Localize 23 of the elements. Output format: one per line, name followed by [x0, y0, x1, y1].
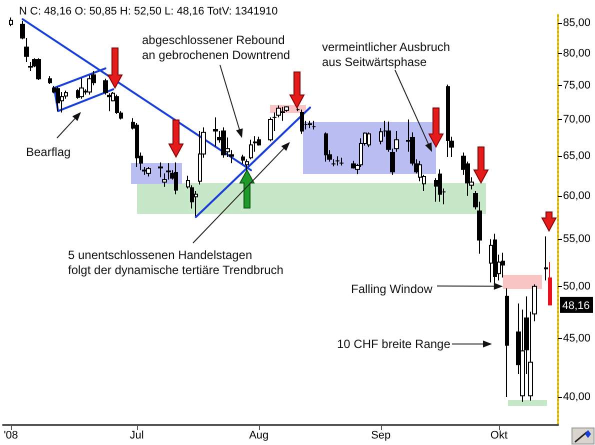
y-tick-label: 55,00 [563, 233, 591, 246]
y-tick-label: 75,00 [563, 79, 591, 92]
annotation: 10 CHF breite Range [337, 337, 451, 351]
y-tick-label: 50,00 [563, 280, 591, 292]
x-tick-label: Jul [130, 430, 144, 442]
y-tick-label: 70,00 [563, 114, 591, 126]
x-tick-label: Okt [490, 430, 508, 442]
y-tick-label: 80,00 [563, 47, 591, 60]
annotation: Bearflag [26, 145, 71, 159]
annotation: 48,16 [562, 300, 590, 312]
annotation: vermeintlicher Ausbruch aus Seitwärtsphase [322, 40, 450, 69]
annotation: Falling Window [351, 282, 433, 296]
x-tick-label: Aug [249, 430, 269, 442]
annotation: 5 unentschlossenen Handelstagen folgt der dynamische tertiäre Trendbruch [68, 248, 284, 277]
y-tick-label: 60,00 [563, 190, 591, 202]
y-tick-label: 65,00 [563, 150, 591, 162]
y-tick-label: 45,00 [563, 332, 591, 345]
chart-title: N C: 48,16 O: 50,85 H: 52,50 L: 48,16 TotV: 1341910 [19, 6, 278, 18]
annotation: abgeschlossener Rebound an gebrochenen Downtrend [142, 33, 290, 62]
y-tick-label: 85,00 [563, 17, 591, 30]
x-tick-label: '08 [4, 430, 18, 442]
x-tick-label: Sep [371, 430, 391, 442]
y-tick-label: 40,00 [563, 390, 591, 403]
